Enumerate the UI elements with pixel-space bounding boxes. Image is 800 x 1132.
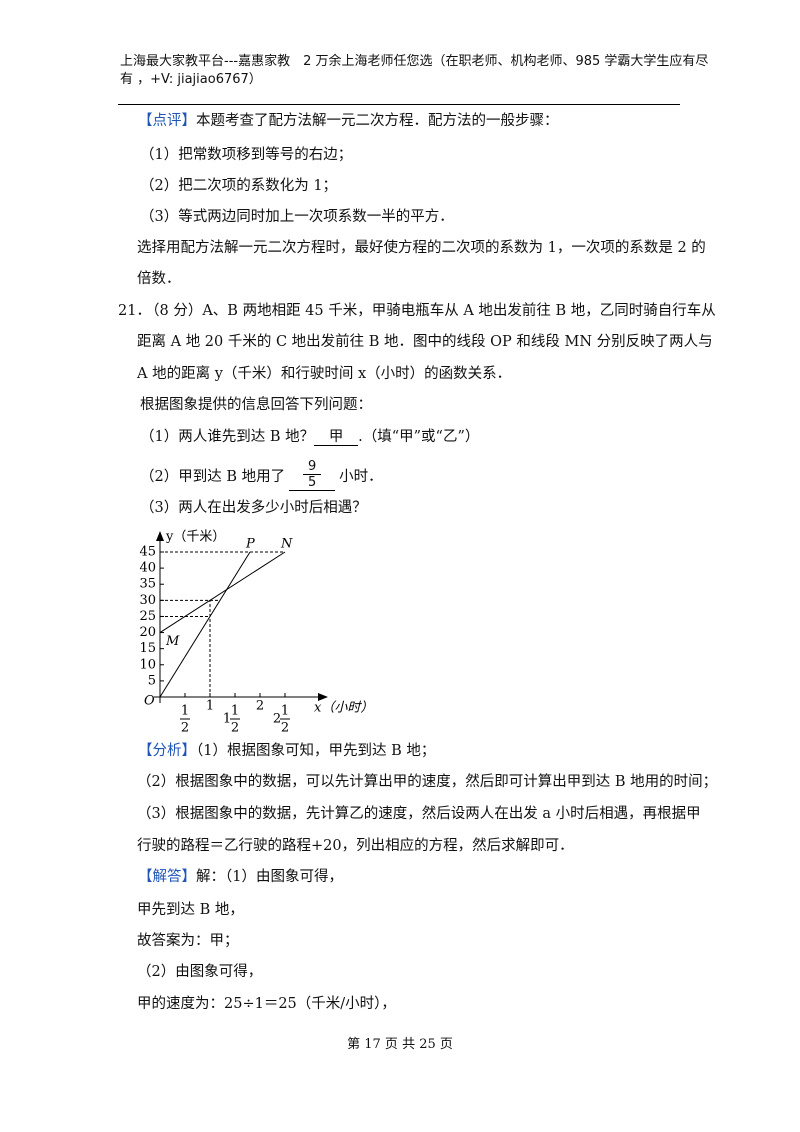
text: 本题考查了配方法解一元二次方程．配方法的一般步骤： [196,113,559,129]
segment [159,551,251,698]
y-tick-label: 45 [139,545,156,560]
line: （3）根据图象中的数据，先计算乙的速度，然后设两人在出发 a 小时后相遇，再根据… [137,806,701,822]
y-tick-label: 30 [139,593,156,608]
x-tick-whole: 1 [223,712,231,727]
x-tick-label: 1 [206,699,214,714]
x-tick-den: 2 [231,721,239,736]
header: 上海最大家教平台---嘉惠家教 2 万余上海老师任您选（在职老师、机构老师、98… [120,54,709,69]
footer: 第 17 页 共 25 页 [347,1037,453,1052]
line: 甲先到达 B 地， [137,902,244,918]
x-tick-num: 1 [281,704,289,719]
point-label: M [165,634,180,649]
line: 选择用配方法解一元二次方程时，最好使方程的二次项的系数为 1，一次项的系数是 2… [137,240,706,256]
x-tick-label: 2 [256,699,264,714]
y-tick-label: 35 [139,577,156,592]
line: （8 分）A、B 两地相距 45 千米，甲骑电瓶车从 A 地出发前往 B 地，乙… [145,303,716,319]
tag: 【点评】 [138,113,196,129]
text: （1）两人谁先到达 B 地？ [140,429,315,445]
analysis: 【分析】（1）根据图象可知，甲先到达 B 地； [138,742,435,760]
text: 解：（1）由图象可得， [196,869,343,885]
x-tick-num: 1 [231,704,239,719]
text: .（填“甲”或“乙”） [358,429,480,445]
x-axis-label: x（小时） [314,700,373,716]
review: 【点评】本题考查了配方法解一元二次方程．配方法的一般步骤： [138,112,559,130]
question: （1）两人谁先到达 B 地？甲 .（填“甲”或“乙”） [140,428,479,446]
numerator: 9 [303,459,322,475]
text: 小时． [339,469,383,485]
origin-label: O [144,694,155,709]
line: 甲的速度为：25÷1＝25（千米/小时）， [137,996,396,1012]
line: （2）把二次项的系数化为 1； [140,178,338,194]
arrow [156,531,164,541]
y-axis-label: y（千米） [165,530,225,545]
line: 故答案为：甲； [137,933,239,949]
arrow [318,693,328,701]
problem-number: 21． [118,303,151,319]
line: 行驶的路程＝乙行驶的路程+20，列出相应的方程，然后求解即可． [137,838,574,854]
answer: 甲 [314,429,359,446]
tag: 【解答】 [138,869,196,885]
y-tick-label: 15 [139,641,156,656]
question: （3）两人在出发多少小时后相遇？ [140,500,367,516]
tag: 【分析】 [138,743,196,759]
x-tick-num: 1 [181,704,189,719]
point-label: N [280,537,293,552]
x-tick-den: 2 [281,721,289,736]
line: 距离 A 地 20 千米的 C 地出发前往 B 地．图中的线段 OP 和线段 M… [137,334,713,350]
segment [159,551,286,633]
denominator: 5 [307,475,317,490]
line: （3）等式两边同时加上一次项系数一半的平方． [140,209,454,225]
header: 有 ，+V: jiajiao6767） [120,72,262,87]
y-tick-label: 40 [139,561,156,576]
line: 根据图象提供的信息回答下列问题： [140,397,372,413]
point-label: P [245,537,255,552]
line: 倍数． [137,271,181,287]
y-tick-label: 10 [139,657,156,672]
line: A 地的距离 y（千米）和行驶时间 x（小时）的函数关系． [137,366,512,382]
y-tick-label: 20 [139,625,156,640]
line: （2）由图象可得， [137,964,263,980]
question: （2）甲到达 B 地用了 9 5 小时． [140,459,383,493]
line: （1）把常数项移到等号的右边； [140,147,353,163]
text: （1）根据图象可知，甲先到达 B 地； [196,743,436,759]
header-rule [118,104,680,105]
x-tick-den: 2 [181,721,189,736]
line: （2）根据图象中的数据，可以先计算出甲的速度，然后即可计算出甲到达 B 地用的时… [137,774,718,790]
solution: 【解答】解：（1）由图象可得， [138,868,343,886]
text: （2）甲到达 B 地用了 [140,469,286,485]
x-tick-whole: 2 [273,712,281,727]
graph: y（千米）x（小时）O510152025303540451211122212PM… [139,530,373,736]
y-tick-label: 25 [139,609,156,624]
y-tick-label: 5 [148,673,156,688]
